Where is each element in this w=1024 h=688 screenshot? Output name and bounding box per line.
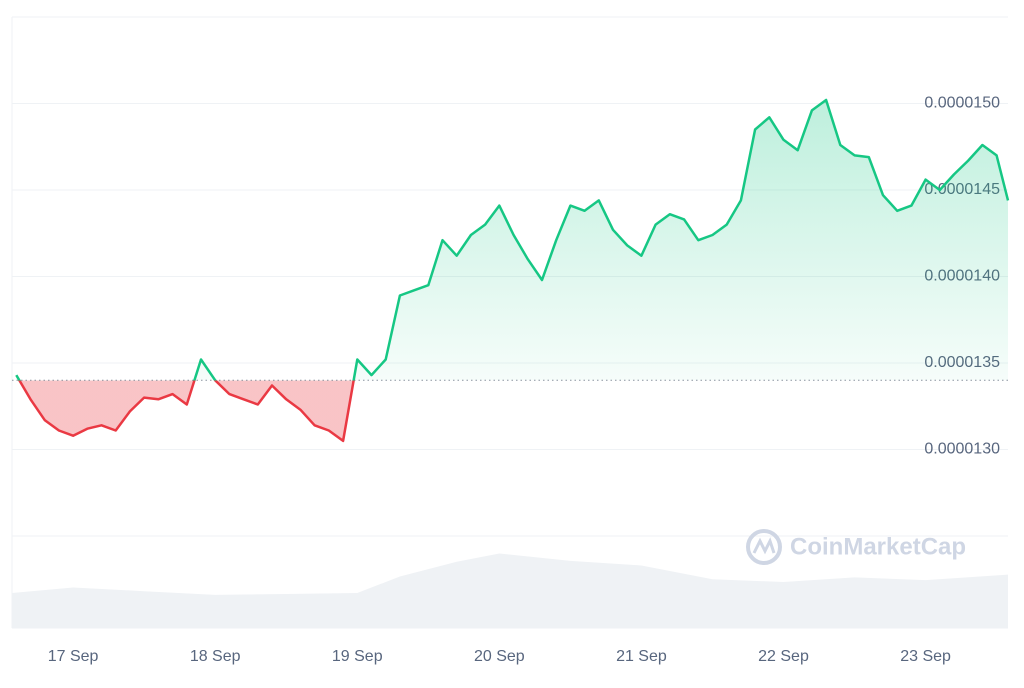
x-tick-label: 20 Sep: [474, 648, 525, 665]
watermark: CoinMarketCap: [746, 529, 966, 565]
x-tick-label: 17 Sep: [48, 648, 99, 665]
y-tick-label: 0.0000150: [924, 95, 1000, 112]
x-tick-label: 22 Sep: [758, 648, 809, 665]
watermark-logo-mark: [752, 537, 776, 555]
price-area: [16, 100, 1009, 441]
x-tick-label: 21 Sep: [616, 648, 667, 665]
price-line: [15, 98, 1010, 443]
x-tick-label: 18 Sep: [190, 648, 241, 665]
y-tick-label: 0.0000130: [924, 441, 1000, 458]
x-tick-label: 23 Sep: [900, 648, 951, 665]
volume-area: [12, 553, 1008, 628]
watermark-logo: [746, 529, 782, 565]
watermark-text: CoinMarketCap: [790, 533, 966, 560]
x-tick-label: 19 Sep: [332, 648, 383, 665]
